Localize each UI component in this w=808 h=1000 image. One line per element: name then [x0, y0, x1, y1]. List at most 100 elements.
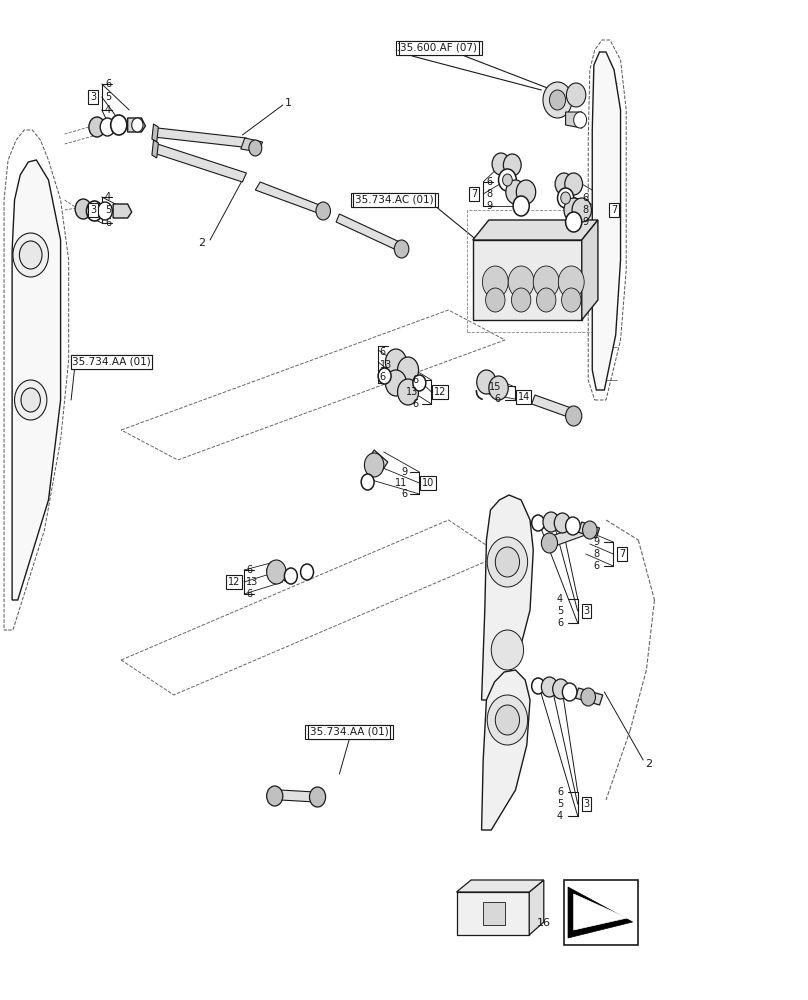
Circle shape — [506, 180, 525, 204]
Text: 5: 5 — [557, 799, 563, 809]
Circle shape — [543, 512, 559, 532]
Text: 6: 6 — [380, 372, 386, 382]
Polygon shape — [473, 240, 582, 320]
Polygon shape — [152, 124, 158, 142]
Polygon shape — [255, 182, 327, 215]
Text: 11: 11 — [395, 478, 407, 488]
Circle shape — [532, 515, 545, 531]
Text: 6: 6 — [557, 618, 563, 628]
Text: 35.600.AF (07): 35.600.AF (07) — [398, 43, 480, 53]
Circle shape — [15, 380, 47, 420]
Polygon shape — [482, 670, 530, 830]
Polygon shape — [582, 220, 598, 320]
Polygon shape — [483, 902, 505, 925]
Circle shape — [249, 140, 262, 156]
Text: 3: 3 — [90, 92, 96, 102]
Text: 35.734.AC (01): 35.734.AC (01) — [352, 195, 436, 205]
Circle shape — [508, 266, 534, 298]
Circle shape — [489, 376, 508, 400]
Circle shape — [486, 288, 505, 312]
Text: 35.734.AA (01): 35.734.AA (01) — [72, 357, 151, 367]
Polygon shape — [336, 214, 404, 252]
Circle shape — [581, 688, 595, 706]
Circle shape — [491, 630, 524, 670]
Text: 7: 7 — [619, 549, 625, 559]
Text: 1: 1 — [284, 98, 292, 108]
Text: 10: 10 — [422, 478, 435, 488]
Circle shape — [267, 560, 286, 584]
Text: 35.600.AF (07): 35.600.AF (07) — [400, 43, 478, 53]
Circle shape — [553, 679, 569, 699]
Circle shape — [533, 266, 559, 298]
Polygon shape — [529, 880, 544, 935]
Text: 9: 9 — [582, 217, 588, 227]
Circle shape — [361, 474, 374, 490]
Text: 5: 5 — [105, 92, 112, 102]
Circle shape — [566, 517, 580, 535]
Text: 7: 7 — [611, 205, 617, 215]
Circle shape — [100, 118, 115, 136]
Circle shape — [413, 375, 426, 391]
Circle shape — [565, 173, 583, 195]
Text: 6: 6 — [105, 79, 112, 89]
Circle shape — [554, 513, 570, 533]
Text: 2: 2 — [198, 238, 205, 248]
Text: 16: 16 — [537, 918, 551, 928]
Text: 13: 13 — [406, 387, 419, 397]
Circle shape — [316, 202, 330, 220]
Circle shape — [267, 786, 283, 806]
Text: 2: 2 — [645, 759, 652, 769]
Polygon shape — [564, 880, 638, 945]
Circle shape — [503, 174, 512, 186]
Circle shape — [398, 379, 419, 405]
Text: 3: 3 — [583, 606, 590, 616]
Circle shape — [572, 198, 591, 222]
Circle shape — [562, 683, 577, 701]
Circle shape — [543, 82, 572, 118]
Polygon shape — [482, 495, 533, 700]
Circle shape — [566, 212, 582, 232]
Text: 6: 6 — [557, 787, 563, 797]
Circle shape — [511, 288, 531, 312]
Circle shape — [487, 537, 528, 587]
Text: 8: 8 — [593, 549, 600, 559]
Circle shape — [86, 201, 103, 221]
Text: 7: 7 — [471, 189, 478, 199]
Circle shape — [111, 115, 127, 135]
Circle shape — [301, 564, 314, 580]
Circle shape — [541, 677, 558, 697]
Circle shape — [541, 533, 558, 553]
Circle shape — [89, 117, 105, 137]
Text: 4: 4 — [105, 192, 112, 202]
Text: 6: 6 — [412, 399, 419, 409]
Polygon shape — [154, 128, 246, 147]
Circle shape — [561, 192, 570, 204]
Text: 12: 12 — [228, 577, 241, 587]
Circle shape — [364, 453, 384, 477]
Text: 9: 9 — [401, 467, 407, 477]
Text: 9: 9 — [486, 201, 493, 211]
Circle shape — [513, 196, 529, 216]
Circle shape — [583, 521, 597, 539]
Polygon shape — [267, 562, 291, 582]
Circle shape — [499, 169, 516, 191]
Circle shape — [566, 83, 586, 107]
Polygon shape — [592, 52, 621, 390]
Circle shape — [398, 357, 419, 383]
Polygon shape — [575, 688, 603, 705]
Text: 35.734.AA (01): 35.734.AA (01) — [307, 727, 391, 737]
Circle shape — [537, 288, 556, 312]
Text: 6: 6 — [582, 193, 588, 203]
Circle shape — [75, 199, 91, 219]
Polygon shape — [566, 112, 587, 128]
Text: 15: 15 — [489, 382, 501, 392]
Text: 6: 6 — [494, 394, 501, 404]
Circle shape — [477, 370, 496, 394]
Polygon shape — [113, 204, 132, 218]
Text: 5: 5 — [557, 606, 563, 616]
Circle shape — [558, 266, 584, 298]
Text: 35.734.AA (01): 35.734.AA (01) — [309, 727, 389, 737]
Circle shape — [132, 118, 143, 132]
Polygon shape — [574, 894, 627, 930]
Polygon shape — [578, 522, 600, 538]
